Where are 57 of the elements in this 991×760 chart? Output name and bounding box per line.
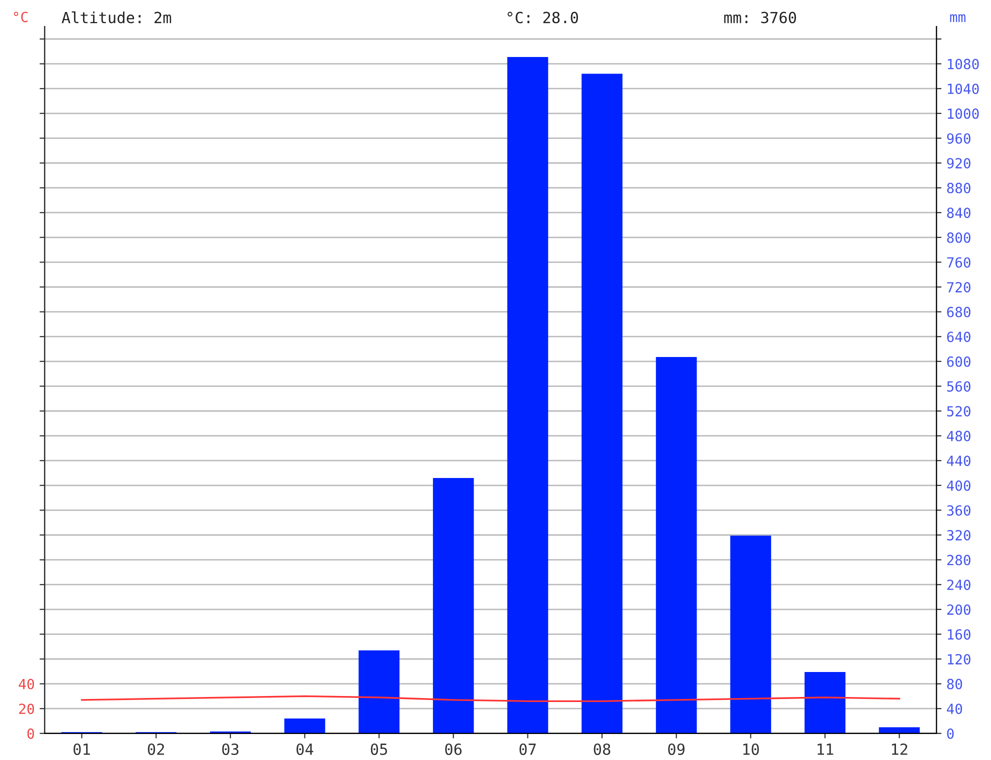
y2-tick-label: 880: [947, 182, 970, 194]
y2-tick-label: 0: [947, 728, 954, 739]
x-tick-label: 10: [743, 743, 759, 756]
y2-tick-label: 800: [947, 232, 970, 243]
bar: [432, 478, 474, 734]
y2-tick-label: 760: [947, 257, 970, 268]
x-tick-label: 02: [148, 743, 164, 756]
x-tick-label: 12: [892, 743, 908, 755]
bar: [284, 718, 326, 734]
y2-tick-label: 640: [947, 332, 970, 342]
y2-tick-label: 280: [947, 554, 970, 566]
x-tick-label: 11: [818, 744, 834, 755]
y2-tick-label: 400: [946, 480, 970, 491]
bar: [582, 74, 622, 734]
bar: [656, 357, 697, 734]
x-tick-label: 03: [222, 743, 238, 756]
y2-tick-label: 1000: [948, 108, 979, 119]
y2-tick-label: 1040: [948, 84, 979, 94]
y2-tick-label: 520: [947, 406, 970, 417]
x-tick-label: 04: [296, 743, 314, 756]
text: °C: 28.0: [508, 12, 578, 24]
x-tick-label: 05: [370, 743, 388, 756]
y-tick-label: 40: [18, 678, 34, 690]
y2-tick-label: 80: [947, 678, 962, 690]
y2-tick-label: 840: [947, 208, 970, 218]
y2-tick-label: 560: [947, 381, 970, 392]
bar: [730, 536, 772, 734]
y2-tick-label: 440: [946, 456, 970, 466]
text: mm: 3760: [724, 12, 796, 24]
bar: [804, 672, 846, 734]
y2-tick-label: 160: [948, 629, 970, 640]
x-tick-label: 07: [520, 743, 536, 756]
y2-tick-label: 320: [947, 530, 970, 541]
bar: [507, 56, 548, 734]
y-axis-title: °C: [14, 12, 28, 22]
bar: [358, 650, 400, 734]
y2-tick-label: 1080: [948, 58, 979, 70]
y2-tick-label: 200: [947, 604, 970, 615]
y2-tick-label: 40: [946, 704, 962, 714]
text: Altitude: 2m: [62, 11, 172, 24]
y2-tick-label: 960: [947, 133, 970, 144]
x-tick-label: 01: [74, 743, 90, 756]
y2-tick-label: 600: [947, 356, 970, 367]
y2-tick-label: 680: [947, 306, 970, 318]
y2-tick-label: 920: [947, 158, 970, 169]
x-tick-label: 08: [594, 743, 610, 756]
bar: [878, 727, 920, 734]
x-tick-label: 09: [668, 743, 685, 756]
y2-tick-label: 120: [948, 654, 970, 665]
y2-tick-label: 240: [947, 580, 970, 590]
y-tick-label: 0: [27, 728, 34, 739]
y2-tick-label: 360: [947, 505, 970, 516]
y-tick-label: 20: [19, 704, 34, 714]
y2-tick-label: 480: [946, 430, 970, 442]
x-tick-label: 06: [445, 743, 462, 756]
y2-axis-title: mm: [950, 14, 966, 22]
y2-tick-label: 720: [947, 282, 970, 293]
